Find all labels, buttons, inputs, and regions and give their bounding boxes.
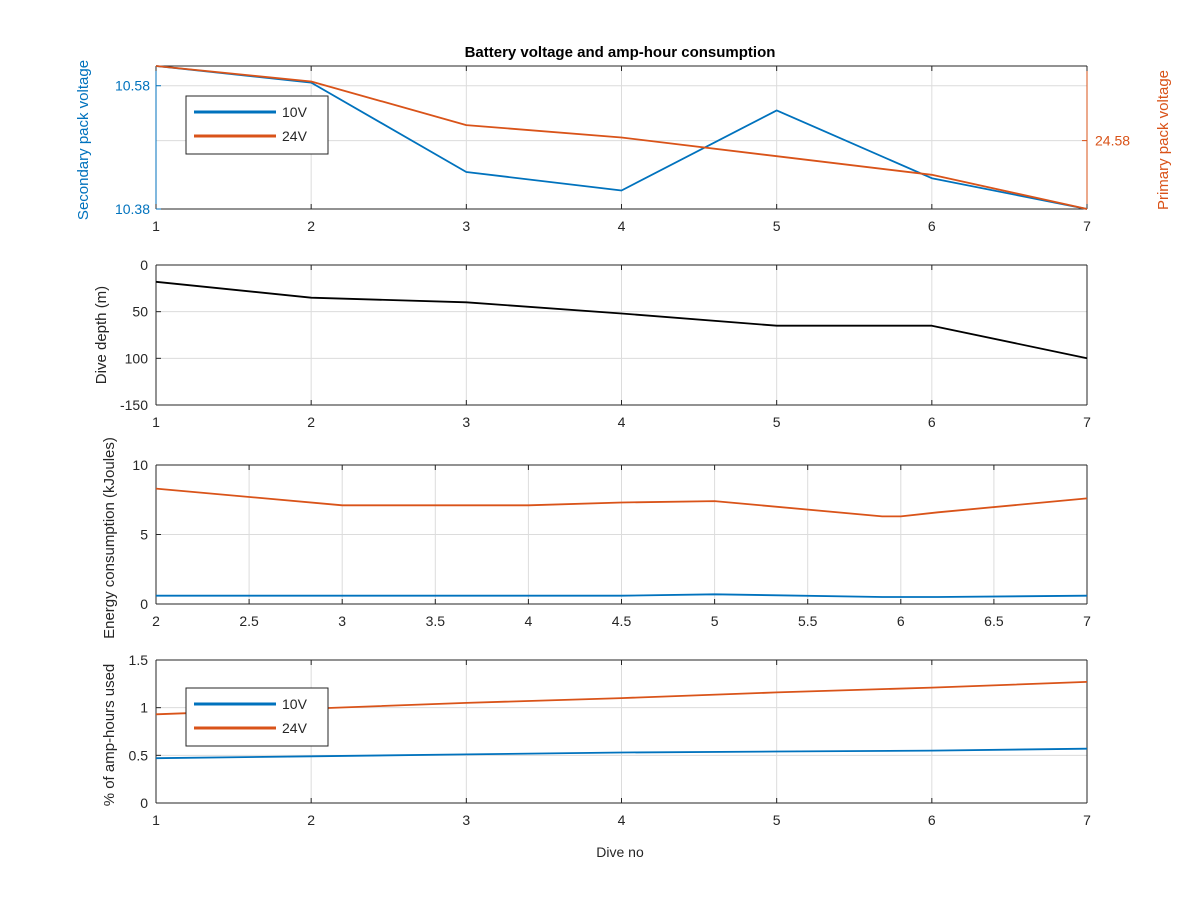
x-tick-label: 3 (462, 218, 470, 234)
series-line-s0 (155, 280, 1088, 360)
subplot-amphours: 1 2 3 4 5 6 7 0 0.5 1 1.5 % of amp-hours used 10V 24V (101, 652, 1091, 828)
x-tick-label: 2 (307, 414, 315, 430)
x-tick-label: 2 (307, 218, 315, 234)
y-tick-label: 0 (140, 596, 148, 612)
x-tick-label: 3.5 (426, 613, 446, 629)
y-axis-label: % of amp-hours used (101, 664, 118, 807)
legend-box (185, 687, 329, 747)
x-tick-label: 7 (1083, 414, 1091, 430)
y-tick-label: 0.5 (129, 747, 149, 763)
x-tick-label: 3 (338, 613, 346, 629)
series-line-10v (155, 65, 1088, 210)
x-axis-label: Dive no (596, 844, 644, 860)
x-tick-label: 2.5 (239, 613, 259, 629)
x-tick-label: 4 (618, 414, 626, 430)
y-tick-label: 50 (132, 304, 148, 320)
x-tick-label: 4 (618, 812, 626, 828)
figure-title: Battery voltage and amp-hour consumption (465, 44, 776, 61)
x-tick-label: 3 (462, 414, 470, 430)
y-tick-label: 0 (140, 795, 148, 811)
x-tick-label: 5 (773, 414, 781, 430)
legend-label: 10V (282, 696, 308, 712)
x-tick-label: 6 (897, 613, 905, 629)
legend: 10V 24V (185, 95, 329, 155)
legend-label: 24V (282, 128, 308, 144)
y-tick-label: 10 (132, 457, 148, 473)
x-tick-label: 6 (928, 414, 936, 430)
legend-label: 10V (282, 104, 308, 120)
subplots: 1 2 3 4 5 6 7 10.38 10.58 24.58 Secondary pack vol… (75, 60, 1172, 828)
x-tick-label: 1 (152, 812, 160, 828)
x-tick-label: 3 (462, 812, 470, 828)
y-tick-label: -150 (120, 397, 148, 413)
x-tick-label: 2 (152, 613, 160, 629)
y-axis-label: Dive depth (m) (93, 286, 110, 384)
x-tick-label: 6 (928, 812, 936, 828)
x-tick-label: 5 (773, 218, 781, 234)
subplot-voltage: 1 2 3 4 5 6 7 10.38 10.58 24.58 Secondary pack vol… (75, 60, 1172, 234)
x-tick-label: 7 (1083, 613, 1091, 629)
legend: 10V 24V (185, 687, 329, 747)
x-tick-label: 5 (773, 812, 781, 828)
y-tick-label: 1.5 (129, 652, 149, 668)
series-line-10v (155, 747, 1088, 760)
y-right-axis-label: Primary pack voltage (1155, 70, 1172, 210)
x-tick-label: 4 (618, 218, 626, 234)
series-line-s0 (155, 487, 1088, 518)
y-tick-label: 1 (140, 700, 148, 716)
y-tick-label: 10.58 (115, 78, 150, 94)
x-tick-label: 4.5 (612, 613, 632, 629)
y-tick-label: 5 (140, 527, 148, 543)
x-tick-label: 4 (525, 613, 533, 629)
y-tick-label: 10.38 (115, 201, 150, 217)
y-right-tick-label: 24.58 (1095, 133, 1130, 149)
legend-label: 24V (282, 720, 308, 736)
y-tick-label: 100 (125, 350, 149, 366)
x-tick-label: 7 (1083, 812, 1091, 828)
legend-box (185, 95, 329, 155)
series-line-s1 (156, 593, 1088, 598)
x-tick-label: 7 (1083, 218, 1091, 234)
x-tick-label: 5 (711, 613, 719, 629)
y-tick-label: 0 (140, 257, 148, 273)
subplot-depth: 1 2 3 4 5 6 7 0 50 100 -150 Dive depth (m) (93, 257, 1091, 430)
series-line-24v (155, 65, 1088, 210)
y-axis-label: Secondary pack voltage (75, 60, 92, 220)
x-tick-label: 6 (928, 218, 936, 234)
y-axis-label: Energy consumption (kJoules) (101, 437, 118, 639)
x-tick-label: 1 (152, 218, 160, 234)
subplot-energy: 2 2.5 3 3.5 4 4.5 5 5.5 6 6.5 7 0 5 10 Energy consumpt… (101, 437, 1091, 639)
x-tick-label: 1 (152, 414, 160, 430)
x-tick-label: 6.5 (984, 613, 1004, 629)
x-tick-label: 2 (307, 812, 315, 828)
x-tick-label: 5.5 (798, 613, 818, 629)
